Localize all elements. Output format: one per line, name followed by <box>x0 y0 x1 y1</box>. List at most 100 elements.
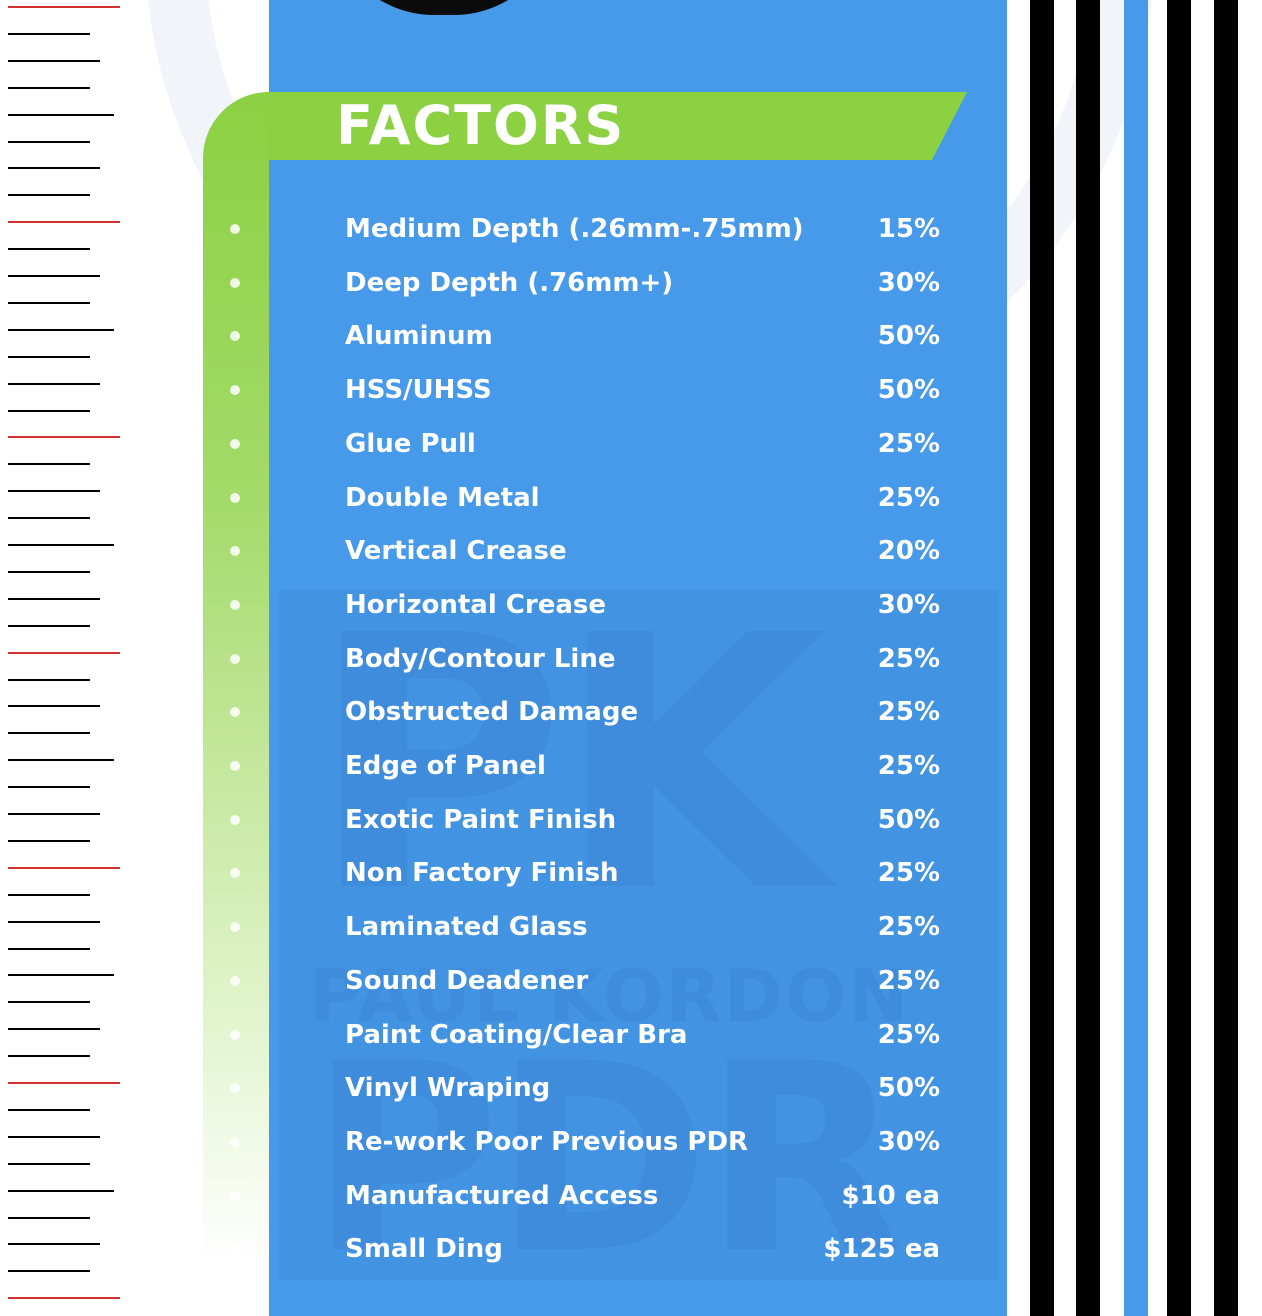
factor-row: Horizontal Crease 30% <box>0 578 1000 632</box>
ruler-tick <box>8 275 100 277</box>
factor-value: 50% <box>877 1073 940 1104</box>
factor-label: Non Factory Finish <box>345 858 619 889</box>
factor-label: Double Metal <box>345 482 540 513</box>
ruler-tick <box>8 194 90 197</box>
ruler-tick <box>8 839 90 842</box>
bullet-icon <box>230 599 240 610</box>
factor-value: 15% <box>877 214 940 244</box>
factor-row: Vertical Crease 20% <box>0 524 1000 578</box>
factor-row: Paint Coating/Clear Bra 25% <box>0 1008 1000 1062</box>
ruler-tick <box>8 113 114 116</box>
ruler-tick <box>8 248 90 251</box>
ruler-tick <box>8 1162 90 1165</box>
bullet-icon <box>230 707 240 718</box>
bullet-icon <box>230 277 240 288</box>
factor-label: Glue Pull <box>345 428 476 459</box>
ruler-tick <box>8 1028 100 1031</box>
ruler-tick <box>8 813 100 815</box>
factor-value: 50% <box>877 804 940 835</box>
factor-value: 25% <box>877 965 940 996</box>
ruler-tick <box>8 651 120 654</box>
factor-label: Small Ding <box>345 1234 503 1265</box>
ruler-tick <box>8 920 100 923</box>
factor-value: 25% <box>877 912 940 943</box>
bullet-icon <box>230 492 240 503</box>
factor-value: $10 ea <box>841 1180 940 1211</box>
ruler-tick <box>8 436 120 439</box>
stripe <box>1167 0 1191 1316</box>
watermark-box <box>279 590 999 1280</box>
ruler-tick <box>8 544 114 546</box>
ruler-tick <box>8 6 120 8</box>
factor-row: Double Metal 25% <box>0 471 1000 525</box>
factor-row: HSS/UHSS 50% <box>0 363 1000 417</box>
ruler-tick <box>8 409 90 412</box>
factor-label: Obstructed Damage <box>345 697 639 728</box>
ruler-tick <box>8 1189 114 1192</box>
factor-value: 30% <box>877 589 940 620</box>
ruler-tick <box>8 1243 100 1246</box>
ruler-tick <box>8 1216 90 1219</box>
bullet-icon <box>230 1029 240 1040</box>
factor-row: Sound Deadener 25% <box>0 954 1000 1008</box>
bullet-icon <box>230 1190 240 1201</box>
factor-row: Exotic Paint Finish 50% <box>0 793 1000 847</box>
bullet-icon <box>230 761 240 771</box>
factor-label: Aluminum <box>345 321 493 352</box>
bullet-icon <box>230 1136 240 1147</box>
factor-value: 25% <box>877 697 940 728</box>
factor-value: 50% <box>877 321 940 352</box>
factor-value: 30% <box>877 267 940 298</box>
factor-row: Edge of Panel 25% <box>0 739 1000 793</box>
factor-label: Edge of Panel <box>345 751 546 781</box>
ruler-tick <box>8 463 90 466</box>
factors-panel: PK PAUL KORDON PDR <box>269 0 1007 1316</box>
bullet-icon <box>230 1244 240 1255</box>
ruler-tick <box>8 328 114 331</box>
ruler-tick <box>8 517 90 520</box>
factor-label: Vertical Crease <box>345 536 567 567</box>
bullet-icon <box>230 653 240 664</box>
factor-value: 25% <box>877 858 940 889</box>
factor-row: Non Factory Finish 25% <box>0 846 1000 900</box>
factor-row: Obstructed Damage 25% <box>0 685 1000 739</box>
factor-label: Manufactured Access <box>345 1180 659 1211</box>
ruler-tick <box>8 786 90 789</box>
ruler-tick <box>8 759 114 762</box>
factor-value: 25% <box>877 1019 940 1050</box>
factor-row: Vinyl Wraping 50% <box>0 1061 1000 1115</box>
factor-value: 25% <box>877 643 940 674</box>
ruler-tick <box>8 32 90 35</box>
factor-label: Exotic Paint Finish <box>345 804 617 835</box>
factor-row: Manufactured Access $10 ea <box>0 1169 1000 1223</box>
ruler-tick <box>8 355 90 358</box>
ruler-tick <box>8 624 90 627</box>
ruler-tick <box>8 1270 90 1273</box>
ruler-tick <box>8 678 90 681</box>
factor-value: $125 ea <box>823 1234 940 1265</box>
factor-value: 25% <box>877 428 940 459</box>
header-band <box>265 92 967 160</box>
stripe <box>1076 0 1100 1316</box>
factor-label: Medium Depth (.26mm-.75mm) <box>345 214 804 244</box>
stripe <box>1124 0 1148 1316</box>
factor-label: Deep Depth (.76mm+) <box>345 267 674 298</box>
stripe <box>1214 0 1238 1316</box>
ruler-tick <box>8 221 120 224</box>
ruler-tick <box>8 732 90 735</box>
factor-row: Medium Depth (.26mm-.75mm) 15% <box>0 202 1000 256</box>
factor-row: Re-work Poor Previous PDR 30% <box>0 1115 1000 1169</box>
watermark-name: PAUL KORDON <box>309 954 911 1038</box>
factor-label: Sound Deadener <box>345 965 589 996</box>
factor-value: 25% <box>877 751 940 781</box>
top-dark-shape <box>329 0 559 15</box>
ruler-tick <box>8 974 114 977</box>
factor-label: Body/Contour Line <box>345 643 616 674</box>
watermark-pdr: PDR <box>309 1009 904 1311</box>
ruler-tick <box>8 705 100 708</box>
factor-row: Body/Contour Line 25% <box>0 632 1000 686</box>
factor-row: Deep Depth (.76mm+) 30% <box>0 256 1000 310</box>
bullet-icon <box>230 385 240 396</box>
ruler-tick <box>8 86 90 89</box>
ruler-tick <box>8 947 90 950</box>
